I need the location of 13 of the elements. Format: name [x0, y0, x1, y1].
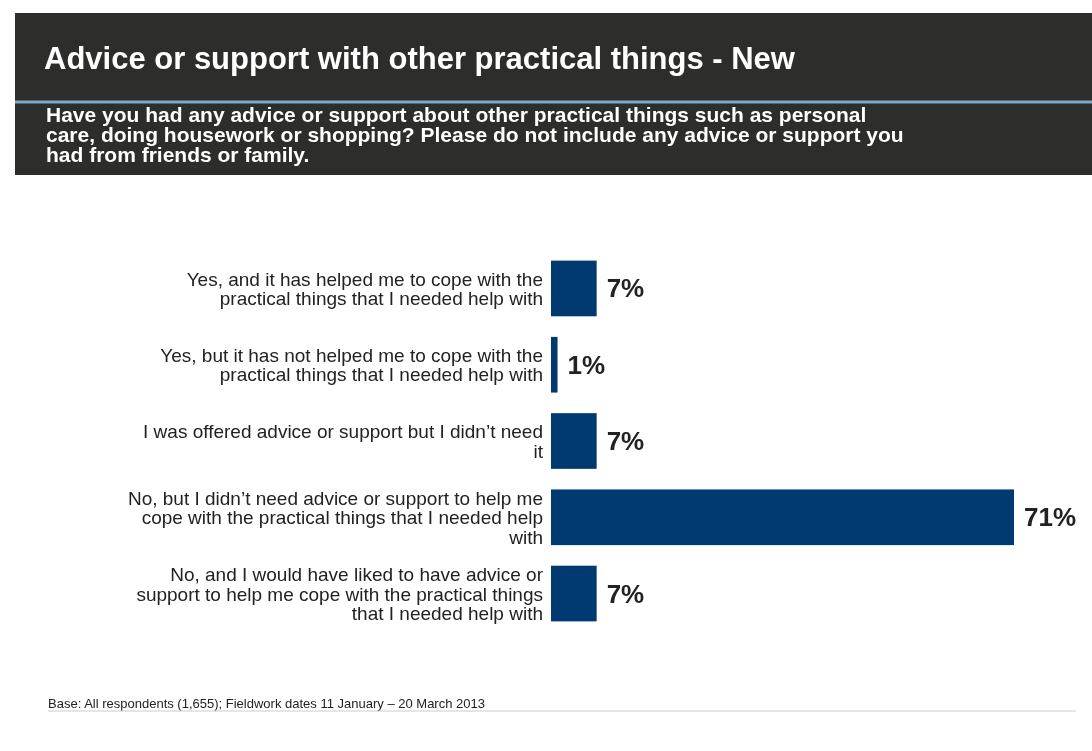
y-tick-label: No, but I didn’t need advice or support to help me cope with the practical things that I needed help with	[127, 487, 543, 548]
text: Base: All respondents (1,655); Fieldwork dates 11 January – 20 March 2013	[48, 696, 485, 711]
y-tick-label: No, and I would have liked to have advice or support to help me cope with the practical things that I needed help with	[136, 564, 544, 625]
data-label: 1%	[567, 349, 606, 380]
data-label: 7%	[606, 426, 645, 456]
data-label: 7%	[606, 578, 645, 609]
y-tick-label: Yes, but it has not helped me to cope with the practical things that I needed help with	[160, 344, 543, 386]
data-label: 71%	[1024, 502, 1077, 533]
y-tick-label: I was offered advice or support but I didn’t need it	[143, 421, 544, 462]
y-tick-label: Yes, and it has helped me to cope with the practical things that I needed help with	[186, 268, 543, 310]
chart-title: Advice or support with other practical things - New	[44, 41, 796, 76]
chart-subtitle: Have you had any advice or support about other practical things such as personal care, doing housework or shopping? Please do not include any advice or support you had from friends or family.	[46, 103, 904, 166]
data-label: 7%	[606, 273, 645, 304]
